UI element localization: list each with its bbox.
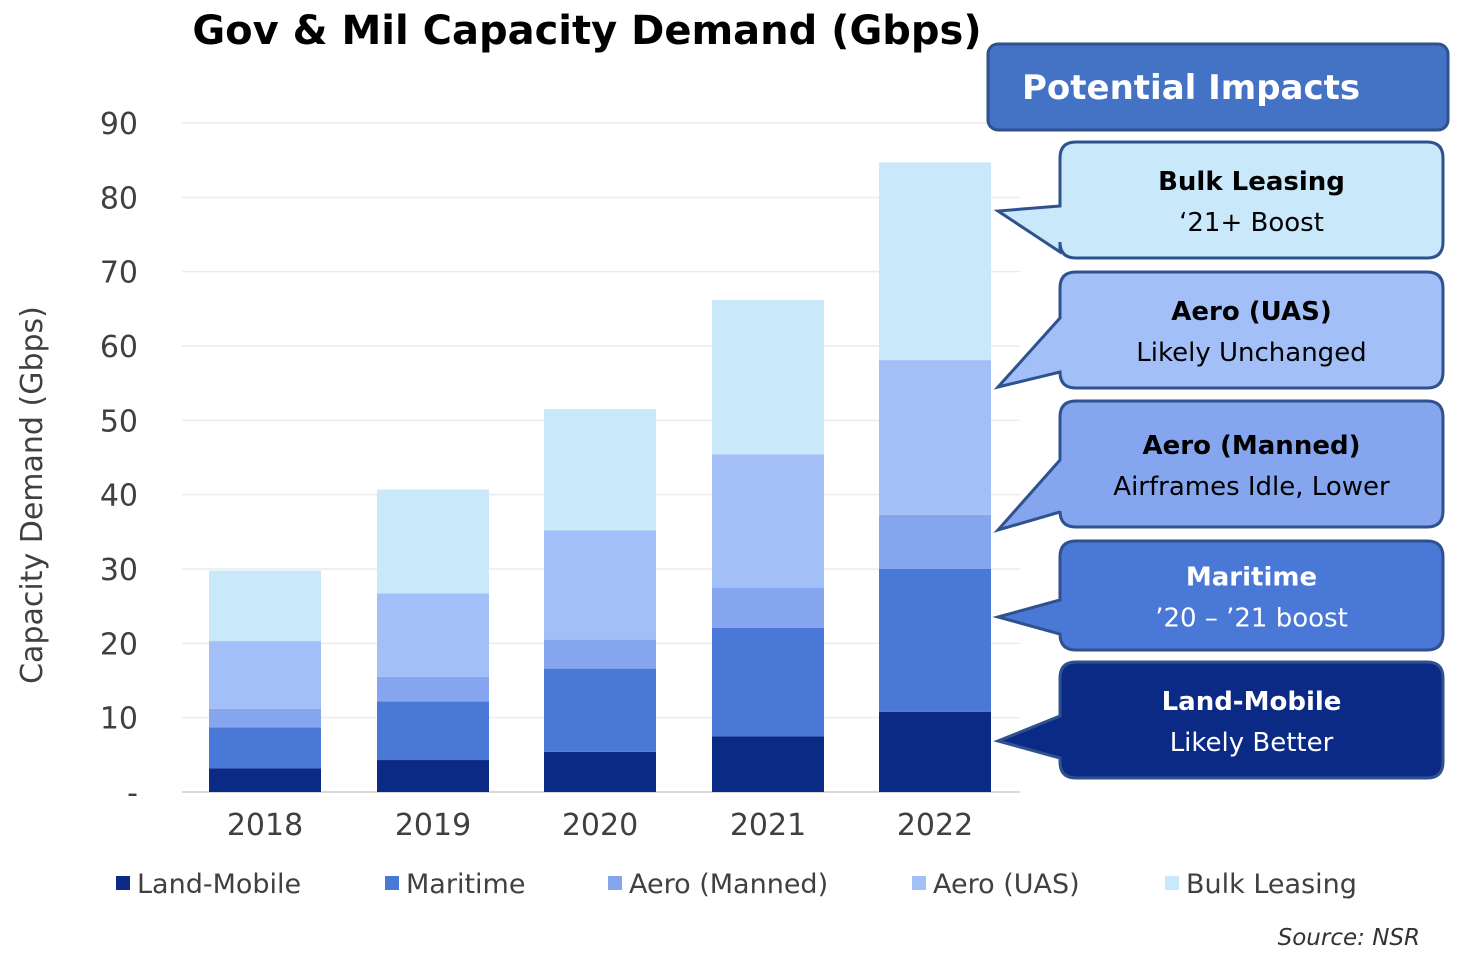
legend-swatch [116, 876, 130, 890]
bar-segment [209, 570, 321, 642]
impact-callout-subtitle: ‘21+ Boost [1179, 208, 1324, 238]
impacts-header-box [986, 42, 1450, 132]
legend-label: Land-Mobile [137, 869, 301, 900]
y-tick-label: 20 [100, 627, 138, 662]
legend-label: Aero (Manned) [629, 869, 828, 900]
bar-segment [544, 668, 656, 752]
legend-label: Bulk Leasing [1186, 869, 1357, 900]
bar-segment [712, 627, 824, 737]
impact-callout-box [993, 660, 1445, 780]
y-axis-label: Capacity Demand (Gbps) [15, 306, 50, 684]
bar-segment [544, 639, 656, 669]
bar-segment [209, 641, 321, 709]
y-tick-label: 60 [100, 330, 138, 365]
legend-swatch [1165, 876, 1179, 890]
bar-segment [879, 569, 991, 712]
bar-segment [377, 489, 489, 594]
bar-segment [879, 360, 991, 515]
impact-callout-title: Aero (UAS) [1171, 297, 1331, 327]
impact-callout-title: Maritime [1186, 563, 1317, 593]
y-axis-ticks: - 10 20 30 40 50 60 70 80 90 [100, 107, 138, 811]
legend-label: Maritime [406, 869, 525, 900]
y-tick-label: 10 [100, 702, 138, 737]
impact-callout-box [992, 539, 1445, 652]
impact-callout-subtitle: ’20 – ’21 boost [1155, 604, 1348, 634]
legend-swatch [912, 876, 926, 890]
bar-segment [377, 701, 489, 761]
impact-callout-title: Aero (Manned) [1143, 431, 1361, 461]
x-tick-label: 2018 [227, 808, 303, 843]
bar-segment [544, 751, 656, 792]
impact-callout-box [993, 399, 1445, 533]
x-tick-label: 2020 [562, 808, 638, 843]
bar-segment [879, 711, 991, 792]
bar-segment [209, 727, 321, 769]
y-tick-label: 30 [100, 553, 138, 588]
bar-segment [209, 708, 321, 728]
impact-callout-subtitle: Likely Better [1170, 728, 1334, 758]
bar-segment [544, 530, 656, 640]
y-tick-label: 90 [100, 107, 138, 142]
chart-title: Gov & Mil Capacity Demand (Gbps) [192, 8, 981, 54]
x-tick-label: 2022 [897, 808, 973, 843]
x-axis-ticks: 2018 2019 2020 2021 2022 [227, 808, 973, 843]
impact-callout-box [993, 140, 1445, 260]
bar-segment [377, 593, 489, 677]
y-tick-label: 80 [100, 181, 138, 216]
impact-callout-title: Land-Mobile [1162, 687, 1342, 717]
bar-segment [209, 768, 321, 792]
y-tick-label: 40 [100, 479, 138, 514]
bar-segment [712, 454, 824, 588]
y-tick-label: 50 [100, 404, 138, 439]
impact-callout-box [993, 270, 1445, 390]
impact-callout-subtitle: Likely Unchanged [1136, 338, 1366, 368]
legend-label: Aero (UAS) [933, 869, 1080, 900]
legend-swatch [385, 876, 399, 890]
bar-segment [712, 587, 824, 628]
legend: Land-Mobile Maritime Aero (Manned) Aero (UA… [116, 869, 1357, 900]
potential-impacts-header: Potential Impacts [986, 42, 1450, 132]
source-note: Source: NSR [1278, 925, 1420, 951]
x-tick-label: 2021 [730, 808, 806, 843]
impacts-header-text: Potential Impacts [1022, 68, 1360, 108]
bar-segment [377, 676, 489, 702]
bar-segment [879, 162, 991, 361]
bar-segment [712, 299, 824, 455]
impact-callouts: Bulk Leasing ‘21+ Boost Aero (UAS) Likely U… [992, 140, 1445, 780]
legend-swatch [608, 876, 622, 890]
y-tick-label: 70 [100, 256, 138, 291]
bar-segment [377, 760, 489, 792]
impact-callout-title: Bulk Leasing [1158, 167, 1345, 197]
x-tick-label: 2019 [395, 808, 471, 843]
y-tick-label: - [127, 776, 138, 811]
bars [209, 162, 991, 792]
impact-callout-subtitle: Airframes Idle, Lower [1113, 472, 1390, 502]
bar-segment [879, 514, 991, 569]
bar-segment [712, 736, 824, 792]
bar-segment [544, 409, 656, 531]
